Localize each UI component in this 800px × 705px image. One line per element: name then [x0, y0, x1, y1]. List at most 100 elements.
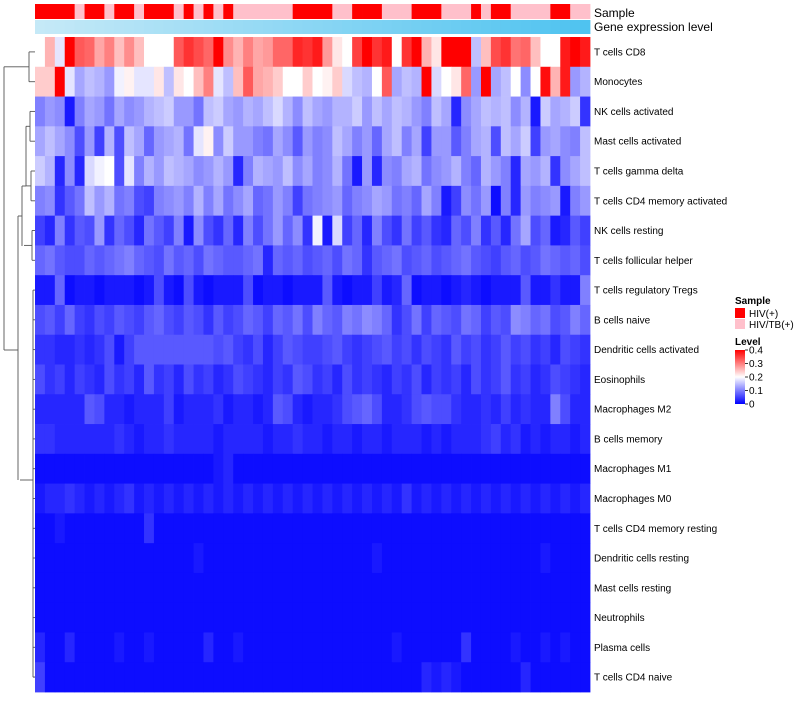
heatmap-cell [411, 394, 422, 425]
heatmap-cell [74, 126, 85, 157]
heatmap-cell [480, 334, 492, 365]
heatmap-cell [183, 96, 194, 127]
heatmap-cell [84, 275, 95, 306]
heatmap-cell [84, 126, 95, 157]
heatmap-cell [163, 245, 175, 276]
heatmap-cell [144, 185, 155, 217]
heatmap-cell [550, 304, 561, 336]
heatmap-cell [124, 66, 135, 97]
heatmap-cell [371, 572, 383, 604]
heatmap-cell [153, 185, 165, 217]
heatmap-cell [342, 275, 353, 306]
heatmap-cell [490, 304, 502, 336]
heatmap-cell [312, 245, 323, 276]
heatmap-cell [114, 513, 125, 544]
heatmap-cell [352, 662, 363, 693]
heatmap-cell [44, 483, 56, 514]
heatmap-cell [401, 96, 413, 127]
heatmap-cell [490, 215, 502, 246]
heatmap-cell [391, 394, 403, 425]
heatmap-cell [520, 364, 531, 395]
heatmap-cell [322, 215, 333, 246]
heatmap-cell [35, 275, 46, 306]
heatmap-cell [362, 96, 373, 127]
heatmap-cell [441, 185, 452, 217]
expression-annotation-cell [272, 20, 284, 34]
heatmap-cell [35, 394, 46, 425]
heatmap-cell [520, 394, 531, 425]
heatmap-cell [193, 245, 204, 276]
heatmap-cell [332, 304, 343, 336]
heatmap-cell [223, 394, 234, 425]
heatmap-cell [530, 662, 541, 693]
heatmap-cell [371, 364, 383, 395]
row-label: Dendritic cells resting [594, 554, 689, 565]
heatmap-cell [153, 424, 165, 455]
heatmap-cell [262, 453, 274, 484]
heatmap-cell [342, 424, 353, 455]
heatmap-cell [560, 96, 571, 127]
heatmap-cell [332, 185, 343, 217]
heatmap-cell [124, 513, 135, 544]
row-label: T cells CD8 [594, 47, 646, 58]
heatmap-cell [540, 364, 551, 395]
heatmap-cell [302, 453, 313, 484]
heatmap-cell [74, 334, 85, 365]
heatmap-cell [550, 156, 561, 187]
heatmap-cell [342, 572, 353, 604]
sample-annotation-cell [44, 4, 56, 19]
heatmap-cell [64, 245, 76, 276]
heatmap-cell [500, 662, 512, 693]
heatmap-cell [44, 66, 56, 97]
heatmap-cell [84, 394, 95, 425]
heatmap-cell [520, 304, 531, 336]
heatmap-cell [233, 275, 244, 306]
heatmap-cell [253, 572, 264, 604]
heatmap-cell [134, 364, 145, 395]
heatmap-cell [213, 245, 224, 276]
heatmap-cells [35, 37, 591, 693]
heatmap-cell [342, 96, 353, 127]
heatmap-cell [213, 66, 224, 97]
expression-annotation-cell [342, 20, 353, 34]
heatmap-cell [580, 364, 591, 395]
heatmap-cell [183, 632, 194, 663]
heatmap-cell [163, 215, 175, 246]
heatmap-cell [480, 37, 492, 68]
heatmap-cell [471, 66, 482, 97]
heatmap-cell [54, 37, 66, 68]
heatmap-cell [223, 572, 234, 604]
heatmap-cell [64, 126, 76, 157]
heatmap-cell [243, 662, 254, 693]
heatmap-cell [153, 602, 165, 633]
heatmap-cell [292, 334, 303, 365]
annotation-label-gene-expression: Gene expression level [594, 20, 713, 34]
heatmap-cell [302, 215, 313, 246]
heatmap-cell [540, 126, 551, 157]
heatmap-cell [173, 483, 185, 514]
heatmap-cell [411, 602, 422, 633]
heatmap-cell [44, 96, 56, 127]
heatmap-cell [253, 96, 264, 127]
heatmap-cell [381, 662, 393, 693]
heatmap-cell [54, 126, 66, 157]
heatmap-cell [490, 96, 502, 127]
heatmap-cell [272, 66, 284, 97]
heatmap-cell [332, 513, 343, 544]
heatmap-cell [580, 96, 591, 127]
heatmap-cell [490, 572, 502, 604]
heatmap-cell [431, 304, 442, 336]
heatmap-cell [124, 364, 135, 395]
heatmap-cell [144, 37, 155, 68]
heatmap-cell [173, 156, 185, 187]
heatmap-cell [163, 483, 175, 514]
heatmap-cell [530, 245, 541, 276]
heatmap-cell [173, 394, 185, 425]
heatmap-cell [163, 156, 175, 187]
heatmap-cell [35, 66, 46, 97]
heatmap-cell [510, 632, 522, 663]
heatmap-cell [94, 215, 105, 246]
heatmap-cell [153, 572, 165, 604]
expression-annotation-cell [411, 20, 422, 34]
